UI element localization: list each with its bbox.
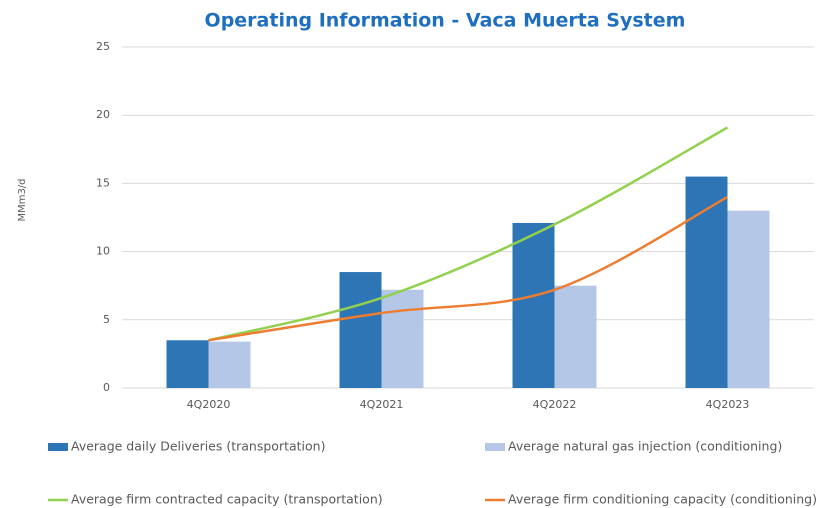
- y-tick-label: 10: [96, 245, 110, 258]
- legend-label: Average firm contracted capacity (transp…: [71, 492, 383, 507]
- y-tick-label: 25: [96, 40, 110, 53]
- line: [208, 195, 729, 342]
- x-tick-label: 4Q2022: [533, 398, 577, 411]
- y-tick-label: 0: [103, 381, 110, 394]
- bar: [727, 210, 770, 388]
- bar: [685, 176, 728, 388]
- bar: [381, 289, 424, 388]
- bar: [554, 285, 597, 388]
- x-tick-label: 4Q2023: [706, 398, 750, 411]
- y-tick-label: 20: [96, 108, 110, 121]
- bar: [166, 340, 209, 388]
- bar: [512, 222, 555, 388]
- bar: [339, 272, 382, 388]
- legend-swatch: [485, 443, 505, 451]
- x-tick-label: 4Q2021: [360, 398, 404, 411]
- bar: [208, 341, 251, 388]
- legend-label: Average daily Deliveries (transportation…: [71, 439, 325, 454]
- y-tick-label: 15: [96, 176, 110, 189]
- line: [208, 126, 729, 342]
- chart-title: Operating Information - Vaca Muerta Syst…: [205, 10, 686, 32]
- x-tick-label: 4Q2020: [187, 398, 231, 411]
- legend-label: Average natural gas injection (condition…: [508, 439, 782, 454]
- y-axis-label: MMm3/d: [17, 178, 28, 221]
- legend-label: Average firm conditioning capacity (cond…: [508, 492, 817, 507]
- legend-swatch: [48, 443, 68, 451]
- y-tick-label: 5: [103, 313, 110, 326]
